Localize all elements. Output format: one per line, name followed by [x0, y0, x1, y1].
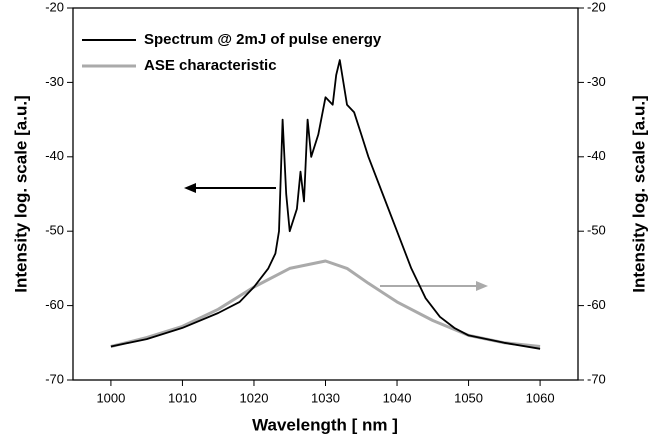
y2-tick-label: -60	[587, 297, 606, 312]
y-tick-label: -70	[45, 371, 64, 386]
y2-tick-label: -50	[587, 223, 606, 238]
y-tick-label: -60	[45, 297, 64, 312]
annotation-arrows	[184, 183, 488, 291]
x-tick-label: 1010	[168, 390, 197, 405]
x-tick-label: 1040	[383, 390, 412, 405]
x-tick-label: 1000	[96, 390, 125, 405]
y2-tick-label: -70	[587, 371, 606, 386]
x-tick-label: 1020	[240, 390, 269, 405]
y2-tick-label: -20	[587, 0, 606, 14]
x-tick-label: 1050	[454, 390, 483, 405]
legend-label: Spectrum @ 2mJ of pulse energy	[144, 31, 382, 48]
x-tick-label: 1060	[526, 390, 555, 405]
y-tick-label: -50	[45, 223, 64, 238]
series-line	[110, 59, 541, 350]
y2-tick-label: -30	[587, 74, 606, 89]
y-axis-label: Intensity log. scale [a.u.]	[11, 95, 30, 292]
y2-axis-label: Intensity log. scale [a.u.]	[629, 95, 648, 292]
series-line	[110, 259, 541, 348]
y-tick-label: -30	[45, 74, 64, 89]
y-tick-label: -20	[45, 0, 64, 14]
legend-label: ASE characteristic	[144, 57, 277, 74]
y2-tick-label: -40	[587, 148, 606, 163]
y-tick-label: -40	[45, 148, 64, 163]
x-tick-label: 1030	[311, 390, 340, 405]
x-axis-label: Wavelength [ nm ]	[252, 415, 398, 434]
